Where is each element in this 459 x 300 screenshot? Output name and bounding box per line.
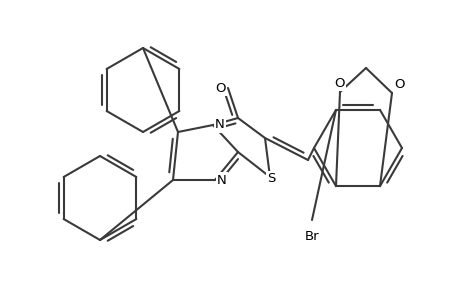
Text: O: O (215, 82, 225, 94)
Text: Br: Br (304, 230, 319, 243)
Text: O: O (334, 77, 345, 90)
Text: S: S (266, 172, 274, 185)
Text: N: N (214, 118, 224, 131)
Text: O: O (393, 78, 403, 91)
Text: N: N (217, 173, 226, 187)
